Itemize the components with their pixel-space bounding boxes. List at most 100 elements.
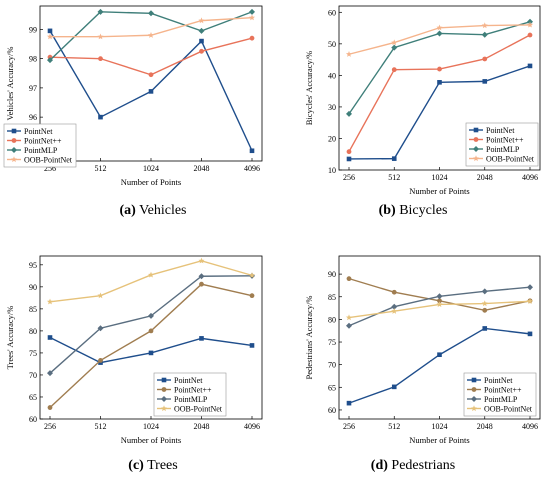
- data-point: [346, 276, 352, 282]
- y-tick-label: 10: [328, 166, 336, 175]
- x-tick-label: 4096: [522, 173, 538, 182]
- y-tick-label: 30: [328, 103, 336, 112]
- legend-marker: [473, 127, 479, 133]
- series-line-0: [49, 336, 253, 364]
- y-tick-label: 96: [29, 113, 37, 122]
- y-axis-label: Trees' Accuracy/%: [5, 306, 15, 370]
- panel-caption: (a) Vehicles: [119, 203, 186, 218]
- series-line-3: [49, 260, 253, 303]
- data-point: [482, 56, 488, 62]
- data-point: [391, 44, 398, 51]
- data-point: [346, 110, 352, 117]
- data-point: [248, 272, 256, 278]
- legend-label: PointNet: [174, 376, 203, 385]
- data-point: [47, 335, 53, 340]
- data-point: [481, 300, 488, 307]
- data-point: [436, 293, 443, 300]
- data-point: [199, 336, 204, 341]
- legend-marker: [11, 147, 17, 153]
- data-point: [148, 10, 154, 17]
- legend-marker: [471, 396, 477, 402]
- legend-marker: [11, 138, 17, 143]
- y-axis-label: Bicycles' Accuracy/%: [304, 51, 314, 125]
- x-tick-label: 2048: [194, 164, 210, 173]
- legend-marker: [161, 396, 167, 402]
- data-point: [148, 89, 154, 94]
- caption-letter: (a): [119, 203, 136, 218]
- y-tick-label: 50: [328, 40, 336, 49]
- legend-label: OOB-PointNet: [24, 156, 73, 165]
- y-tick-label: 97: [29, 84, 37, 93]
- legend-label: PointMLP: [486, 145, 520, 154]
- y-axis-label: Vehicles' Accuracy/%: [5, 47, 15, 121]
- y-tick-label: 85: [328, 293, 336, 302]
- y-tick-label: 70: [29, 371, 37, 380]
- y-tick-label: 99: [29, 25, 37, 34]
- x-tick-label: 256: [44, 422, 56, 431]
- x-tick-label: 2048: [477, 173, 493, 182]
- data-point: [249, 8, 255, 15]
- legend-label: PointNet++: [174, 386, 212, 395]
- data-point: [527, 331, 533, 337]
- data-point: [97, 8, 104, 15]
- legend-marker: [473, 137, 479, 142]
- y-tick-label: 75: [328, 338, 336, 347]
- caption-text: Trees: [147, 458, 178, 473]
- data-point: [437, 66, 442, 72]
- data-point: [47, 405, 53, 410]
- legend-label: PointNet: [486, 126, 515, 135]
- data-point: [481, 22, 488, 29]
- data-point: [249, 148, 255, 154]
- caption-letter: (c): [128, 458, 144, 473]
- data-point: [47, 28, 53, 34]
- x-tick-label: 512: [388, 422, 400, 431]
- legend-label: PointNet: [24, 127, 53, 136]
- chart-panel-0: 9596979899256512102420484096Number of Po…: [3, 5, 263, 187]
- y-tick-label: 80: [328, 315, 336, 324]
- data-point: [148, 328, 154, 334]
- legend-label: OOB-PointNet: [174, 405, 223, 414]
- data-point: [47, 57, 53, 64]
- x-axis-label: Number of Points: [121, 435, 181, 445]
- caption-text: Vehicles: [139, 203, 186, 218]
- data-point: [391, 67, 397, 73]
- legend-marker: [473, 146, 479, 152]
- data-point: [97, 292, 104, 299]
- data-point: [482, 307, 488, 313]
- x-tick-label: 4096: [522, 422, 538, 431]
- chart-panel-1: 10 20 30 40 50 60 256 512 1024 2048 4096 Number of …: [304, 5, 541, 196]
- data-point: [346, 322, 352, 329]
- data-point: [248, 14, 256, 21]
- data-point: [199, 48, 204, 54]
- data-point: [47, 370, 53, 377]
- legend-label: OOB-PointNet: [486, 155, 535, 164]
- caption-text: Bicycles: [399, 203, 447, 218]
- legend-marker: [470, 405, 478, 412]
- data-point: [481, 288, 488, 295]
- legend-label: PointMLP: [24, 146, 58, 155]
- legend-label: PointNet++: [24, 137, 62, 146]
- x-tick-label: 512: [388, 173, 400, 182]
- data-point: [249, 343, 255, 348]
- data-point: [391, 303, 398, 310]
- data-point: [345, 314, 353, 321]
- x-tick-label: 4096: [244, 164, 260, 173]
- x-tick-label: 1024: [143, 422, 159, 431]
- y-tick-label: 20: [328, 134, 336, 143]
- caption-letter: (d): [371, 458, 388, 473]
- data-point: [437, 298, 442, 304]
- y-tick-label: 60: [328, 8, 336, 17]
- y-tick-label: 40: [328, 71, 336, 80]
- x-tick-label: 1024: [432, 422, 448, 431]
- data-point: [391, 308, 398, 314]
- legend-label: PointNet: [484, 376, 513, 385]
- data-point: [345, 51, 353, 57]
- data-point: [249, 293, 255, 299]
- x-tick-label: 256: [44, 164, 56, 173]
- y-tick-label: 60: [328, 406, 336, 415]
- legend-marker: [472, 155, 480, 162]
